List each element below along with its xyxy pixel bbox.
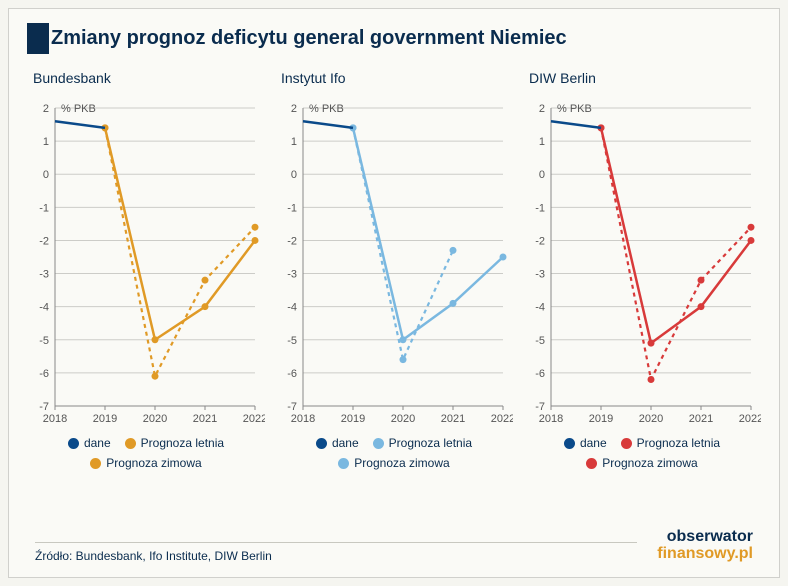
legend-letnia: Prognoza letnia	[621, 436, 720, 450]
chart-column: Bundesbank -7 -6 -5 -4 -3 -2 -1 0 1 2 % PKB 2018 2019…	[27, 64, 265, 470]
svg-text:1: 1	[539, 136, 545, 148]
legend-dane: dane	[564, 436, 607, 450]
svg-text:-7: -7	[535, 401, 545, 413]
svg-text:2022: 2022	[243, 413, 265, 425]
brand-line2: finansowy.pl	[657, 546, 753, 563]
svg-text:-6: -6	[535, 368, 545, 380]
svg-text:2019: 2019	[589, 413, 613, 425]
legend-label: dane	[332, 436, 359, 450]
legend-label: Prognoza zimowa	[106, 456, 201, 470]
svg-text:-6: -6	[39, 368, 49, 380]
legend-label: Prognoza zimowa	[602, 456, 697, 470]
chart-title: Instytut Ifo	[281, 70, 513, 86]
legend-zimowa: Prognoza zimowa	[586, 456, 697, 470]
svg-text:2: 2	[291, 103, 297, 115]
svg-text:0: 0	[43, 169, 49, 181]
svg-text:-5: -5	[535, 335, 545, 347]
chart-legend: dane Prognoza letnia Prognoza zimowa	[275, 436, 513, 470]
svg-text:-3: -3	[287, 269, 297, 281]
legend-dot-icon	[586, 458, 597, 469]
chart-plot: -7 -6 -5 -4 -3 -2 -1 0 1 2 % PKB 2018 2019 2020 2021 20…	[27, 90, 265, 430]
legend-dot-icon	[125, 438, 136, 449]
svg-text:-6: -6	[287, 368, 297, 380]
legend-letnia: Prognoza letnia	[125, 436, 224, 450]
legend-zimowa: Prognoza zimowa	[338, 456, 449, 470]
legend-dot-icon	[68, 438, 79, 449]
svg-text:2022: 2022	[739, 413, 761, 425]
svg-text:2022: 2022	[491, 413, 513, 425]
legend-dot-icon	[90, 458, 101, 469]
svg-text:-3: -3	[39, 269, 49, 281]
svg-text:-3: -3	[535, 269, 545, 281]
svg-text:2: 2	[539, 103, 545, 115]
page-title: Zmiany prognoz deficytu general governme…	[49, 23, 567, 54]
charts-row: Bundesbank -7 -6 -5 -4 -3 -2 -1 0 1 2 % PKB 2018 2019…	[9, 64, 779, 470]
svg-text:2020: 2020	[639, 413, 663, 425]
svg-text:-2: -2	[39, 235, 49, 247]
svg-text:2021: 2021	[441, 413, 465, 425]
brand-line1a: obserwator	[667, 528, 753, 545]
title-bar: Zmiany prognoz deficytu general governme…	[27, 23, 779, 54]
svg-text:2018: 2018	[539, 413, 563, 425]
svg-text:-2: -2	[287, 235, 297, 247]
legend-dane: dane	[316, 436, 359, 450]
svg-text:2018: 2018	[291, 413, 315, 425]
legend-label: Prognoza letnia	[637, 436, 720, 450]
svg-text:-7: -7	[287, 401, 297, 413]
svg-text:-4: -4	[287, 302, 297, 314]
svg-text:2021: 2021	[193, 413, 217, 425]
legend-dane: dane	[68, 436, 111, 450]
svg-text:-5: -5	[287, 335, 297, 347]
svg-text:-4: -4	[39, 302, 49, 314]
legend-dot-icon	[316, 438, 327, 449]
svg-text:-4: -4	[535, 302, 545, 314]
svg-text:% PKB: % PKB	[557, 103, 592, 115]
svg-text:2020: 2020	[143, 413, 167, 425]
brand-logo: obserwator finansowy.pl	[637, 529, 753, 563]
footer-row: Źródło: Bundesbank, Ifo Institute, DIW B…	[35, 529, 753, 563]
chart-plot: -7 -6 -5 -4 -3 -2 -1 0 1 2 % PKB 2018 2019 2020 2021 20…	[523, 90, 761, 430]
svg-text:2019: 2019	[93, 413, 117, 425]
legend-zimowa: Prognoza zimowa	[90, 456, 201, 470]
title-accent	[27, 23, 49, 54]
legend-label: Prognoza letnia	[141, 436, 224, 450]
svg-text:-1: -1	[535, 202, 545, 214]
chart-column: DIW Berlin -7 -6 -5 -4 -3 -2 -1 0 1 2 % PKB 2018 2019…	[523, 64, 761, 470]
chart-title: Bundesbank	[33, 70, 265, 86]
chart-title: DIW Berlin	[529, 70, 761, 86]
svg-text:% PKB: % PKB	[61, 103, 96, 115]
svg-text:2020: 2020	[391, 413, 415, 425]
svg-text:2021: 2021	[689, 413, 713, 425]
svg-text:1: 1	[43, 136, 49, 148]
chart-legend: dane Prognoza letnia Prognoza zimowa	[27, 436, 265, 470]
source-text: Źródło: Bundesbank, Ifo Institute, DIW B…	[35, 542, 637, 563]
svg-text:% PKB: % PKB	[309, 103, 344, 115]
chart-legend: dane Prognoza letnia Prognoza zimowa	[523, 436, 761, 470]
legend-dot-icon	[564, 438, 575, 449]
svg-text:-2: -2	[535, 235, 545, 247]
legend-label: dane	[580, 436, 607, 450]
svg-text:2019: 2019	[341, 413, 365, 425]
svg-text:-5: -5	[39, 335, 49, 347]
legend-label: Prognoza zimowa	[354, 456, 449, 470]
legend-dot-icon	[338, 458, 349, 469]
legend-dot-icon	[621, 438, 632, 449]
svg-text:-7: -7	[39, 401, 49, 413]
svg-text:0: 0	[291, 169, 297, 181]
svg-text:1: 1	[291, 136, 297, 148]
legend-label: Prognoza letnia	[389, 436, 472, 450]
chart-column: Instytut Ifo -7 -6 -5 -4 -3 -2 -1 0 1 2 % PKB 2018 20…	[275, 64, 513, 470]
chart-plot: -7 -6 -5 -4 -3 -2 -1 0 1 2 % PKB 2018 2019 2020 2021 20…	[275, 90, 513, 430]
chart-frame: Zmiany prognoz deficytu general governme…	[8, 8, 780, 578]
svg-text:2: 2	[43, 103, 49, 115]
legend-label: dane	[84, 436, 111, 450]
svg-text:-1: -1	[287, 202, 297, 214]
legend-letnia: Prognoza letnia	[373, 436, 472, 450]
svg-text:0: 0	[539, 169, 545, 181]
legend-dot-icon	[373, 438, 384, 449]
svg-text:-1: -1	[39, 202, 49, 214]
svg-text:2018: 2018	[43, 413, 67, 425]
